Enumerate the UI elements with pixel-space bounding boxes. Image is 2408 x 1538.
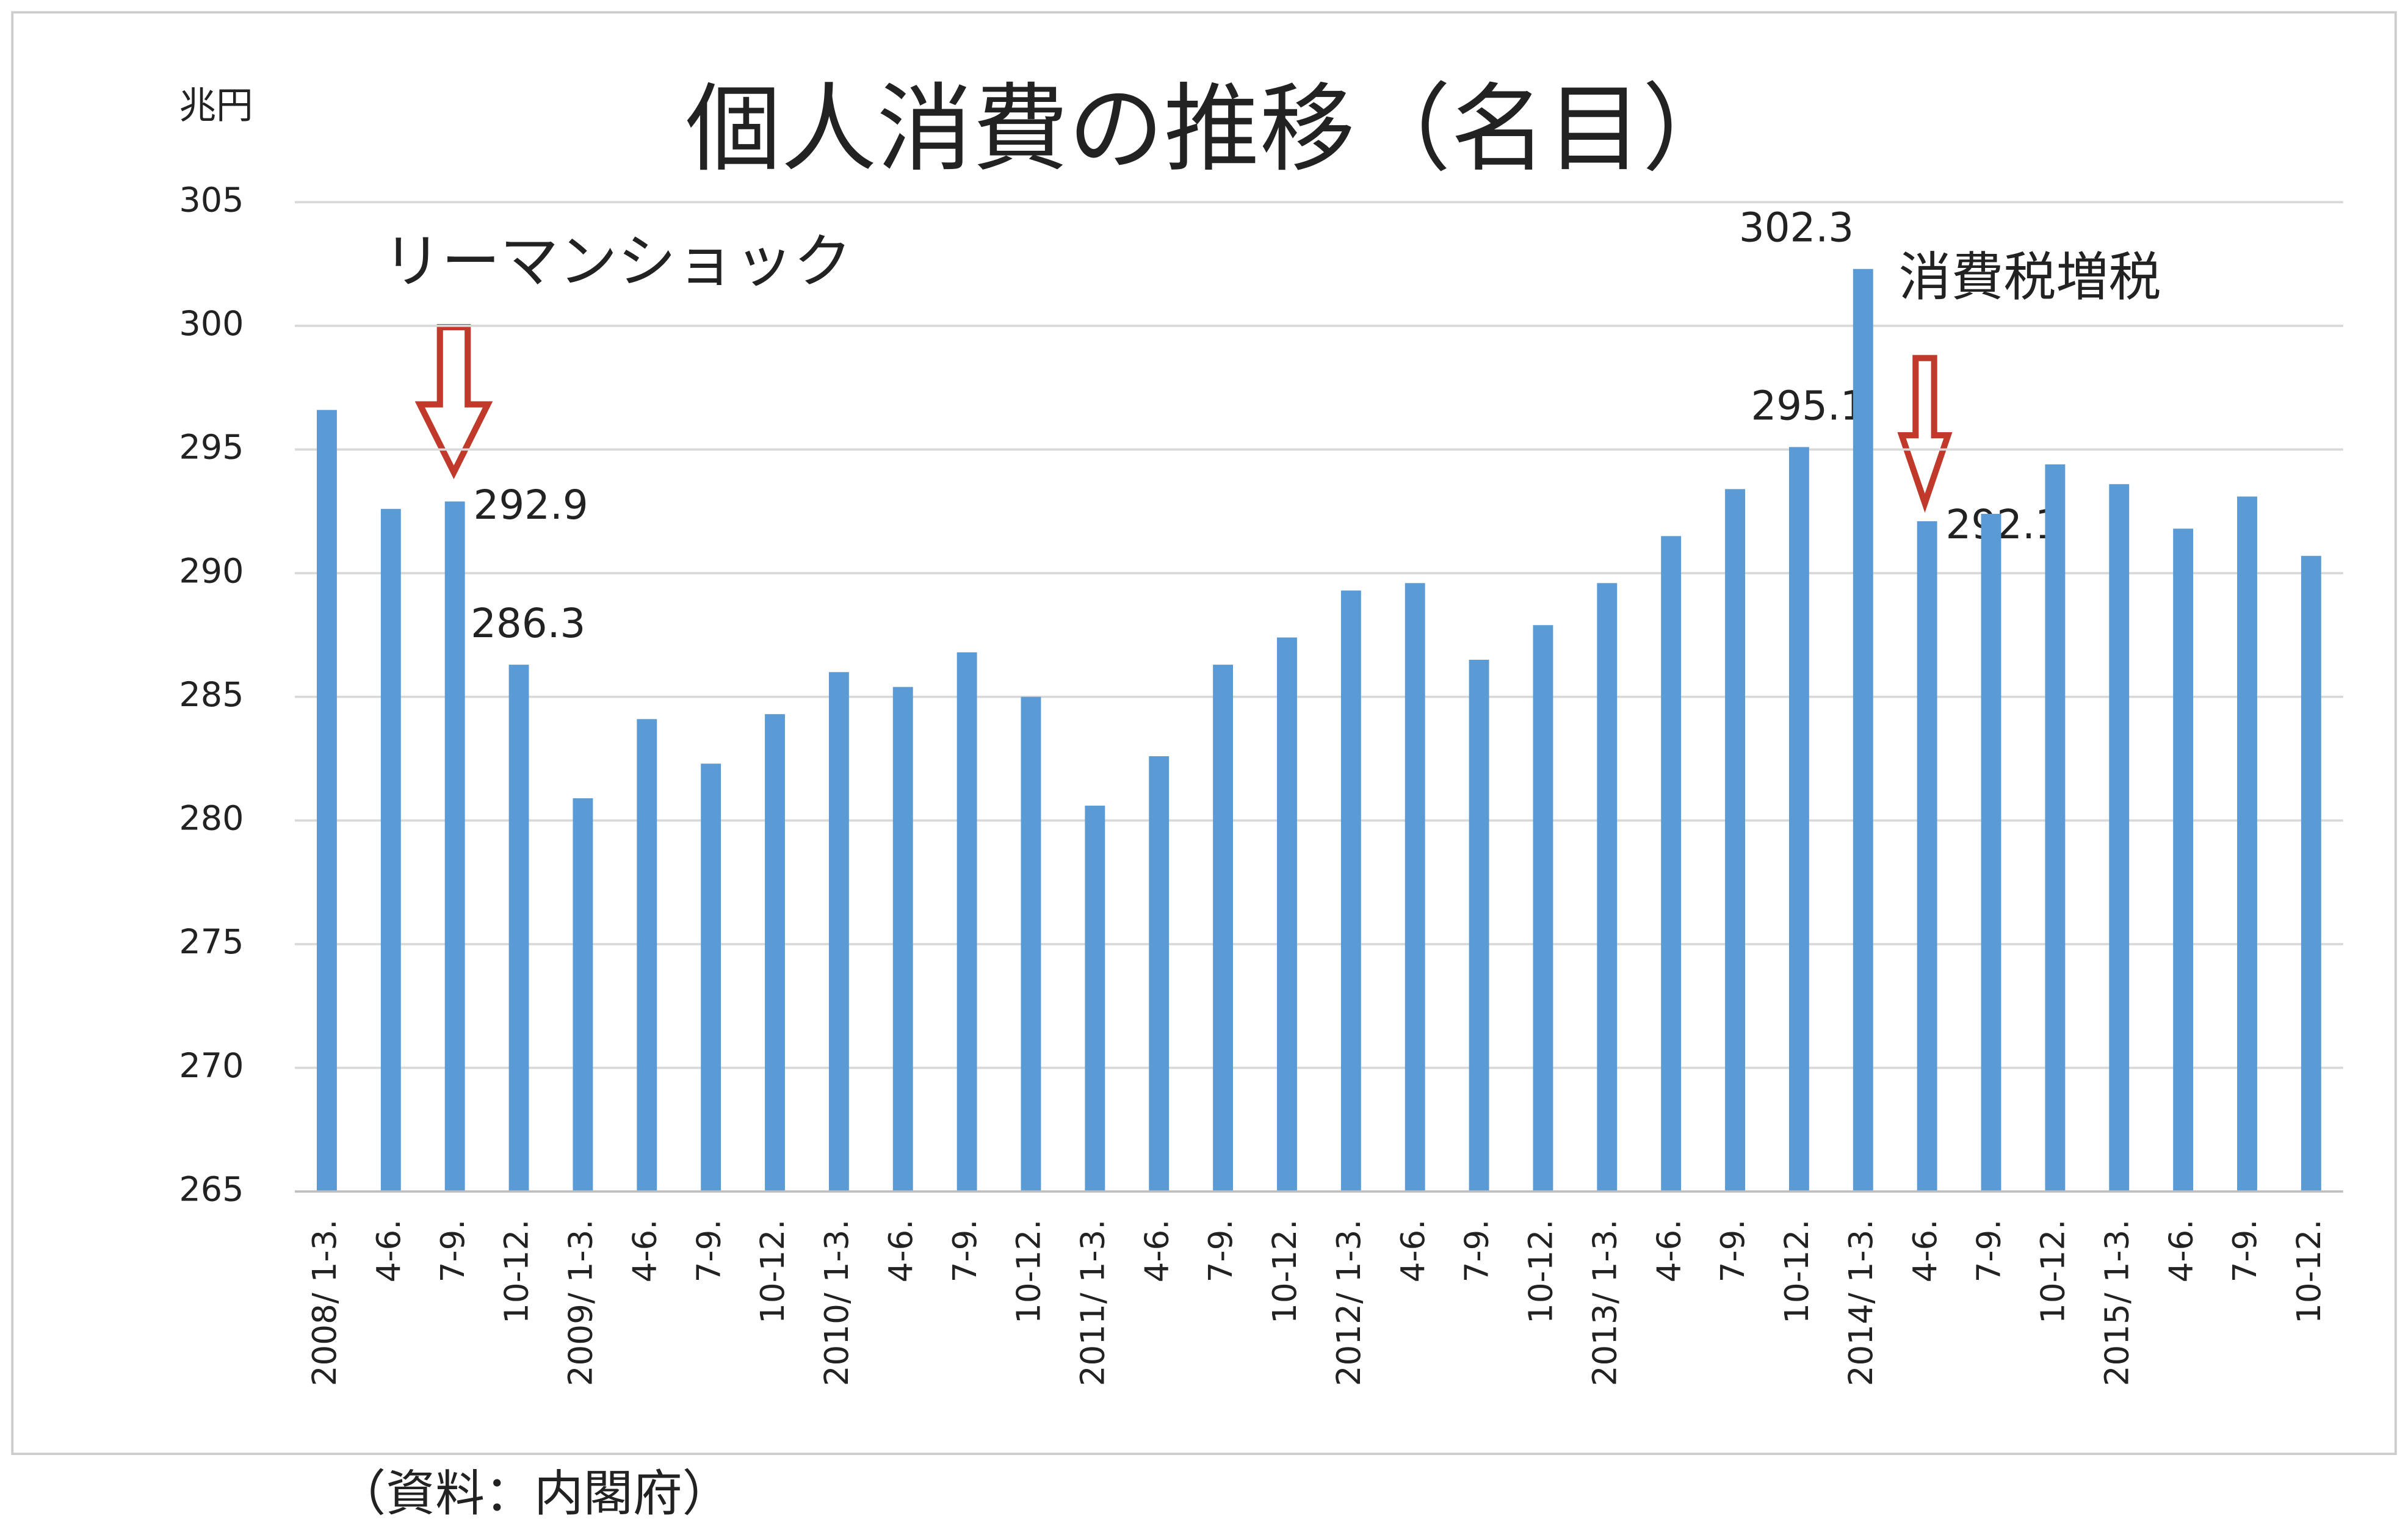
y-tick-label: 275: [179, 922, 244, 962]
x-tick-label: 7-9.: [690, 1219, 728, 1283]
x-tick-label: 10-12.: [1778, 1219, 1816, 1324]
x-tick-label: 10-12.: [2034, 1219, 2072, 1324]
y-tick-label: 265: [179, 1169, 244, 1209]
x-tick-label: 2013/ 1-3.: [1586, 1219, 1624, 1386]
bar: [956, 652, 977, 1192]
x-tick-label: 2015/ 1-3.: [2098, 1219, 2136, 1386]
x-tick-label: 10-12.: [1522, 1219, 1560, 1324]
bar: [1469, 659, 1489, 1192]
x-tick-label: 4-6.: [1906, 1219, 1944, 1283]
x-tick-label: 10-12.: [498, 1219, 536, 1324]
bar: [508, 665, 529, 1192]
bar: [380, 508, 401, 1192]
bar: [1213, 665, 1234, 1192]
x-tick-label: 7-9.: [1458, 1219, 1496, 1283]
y-tick-label: 305: [179, 180, 244, 220]
x-tick-label: 2010/ 1-3.: [818, 1219, 856, 1386]
bar: [1853, 269, 1873, 1192]
bar: [2301, 555, 2321, 1192]
x-tick-label: 4-6.: [370, 1219, 408, 1283]
arrow: [414, 324, 493, 480]
bar: [2109, 484, 2130, 1192]
bar: [1021, 696, 1041, 1192]
arrow: [1897, 355, 1953, 513]
x-tick-label: 2012/ 1-3.: [1330, 1219, 1368, 1386]
y-tick-label: 270: [179, 1046, 244, 1086]
data-label: 292.9: [474, 482, 588, 529]
bar: [573, 798, 593, 1192]
x-tick-label: 4-6.: [626, 1219, 663, 1283]
bar: [1917, 521, 1937, 1192]
bar: [1661, 536, 1682, 1192]
data-label: 292.1: [1945, 501, 2060, 548]
annotation: 消費税増税: [1898, 247, 2161, 308]
bar: [892, 687, 913, 1192]
bar: [317, 410, 337, 1192]
bar: [1340, 590, 1361, 1192]
bar: [2045, 464, 2066, 1192]
x-tick-label: 4-6.: [2162, 1219, 2200, 1283]
bar: [1277, 637, 1297, 1192]
x-tick-label: 10-12.: [754, 1219, 792, 1324]
bar: [701, 764, 721, 1192]
bar: [2173, 529, 2194, 1192]
x-tick-label: 2008/ 1-3.: [306, 1219, 344, 1386]
x-tick-label: 2014/ 1-3.: [1842, 1219, 1880, 1386]
x-tick-label: 7-9.: [434, 1219, 472, 1283]
x-tick-label: 7-9.: [2226, 1219, 2264, 1283]
bar: [1405, 583, 1425, 1192]
y-tick-label: 295: [179, 428, 244, 468]
y-tick-label: 285: [179, 675, 244, 715]
x-tick-label: 10-12.: [2290, 1219, 2328, 1324]
bar: [444, 501, 465, 1192]
bar: [828, 672, 849, 1192]
x-tick-label: 4-6.: [1394, 1219, 1432, 1283]
data-label: 302.3: [1739, 204, 1854, 251]
y-axis-unit: 兆円: [179, 85, 253, 128]
chart-title: 個人消費の推移（名目）: [685, 73, 1738, 184]
bar: [1149, 756, 1170, 1192]
annotation: リーマンショック: [383, 227, 852, 295]
x-tick-label: 4-6.: [1138, 1219, 1176, 1283]
bar: [1981, 513, 2001, 1192]
y-tick-label: 290: [179, 551, 244, 591]
bar: [1725, 489, 1745, 1192]
bar: [2237, 496, 2257, 1192]
x-tick-label: 7-9.: [1970, 1219, 2008, 1283]
bar: [637, 719, 657, 1192]
x-tick-label: 2009/ 1-3.: [562, 1219, 600, 1386]
x-tick-label: 7-9.: [946, 1219, 984, 1283]
bar: [765, 714, 785, 1192]
bar: [1533, 625, 1553, 1192]
x-tick-label: 10-12.: [1266, 1219, 1304, 1324]
x-tick-label: 7-9.: [1714, 1219, 1752, 1283]
y-tick-label: 280: [179, 799, 244, 839]
bar: [1085, 806, 1105, 1192]
data-label: 286.3: [471, 600, 585, 647]
bar: [1597, 583, 1618, 1192]
bar: [1788, 447, 1809, 1192]
x-tick-label: 10-12.: [1010, 1219, 1048, 1324]
source-note: （資料：内閣府）: [336, 1465, 731, 1523]
x-tick-label: 7-9.: [1202, 1219, 1240, 1283]
x-tick-label: 4-6.: [1650, 1219, 1688, 1283]
y-tick-label: 300: [179, 304, 244, 344]
data-label: 295.1: [1751, 382, 1865, 429]
x-tick-label: 2011/ 1-3.: [1074, 1219, 1112, 1386]
x-tick-label: 4-6.: [882, 1219, 920, 1283]
